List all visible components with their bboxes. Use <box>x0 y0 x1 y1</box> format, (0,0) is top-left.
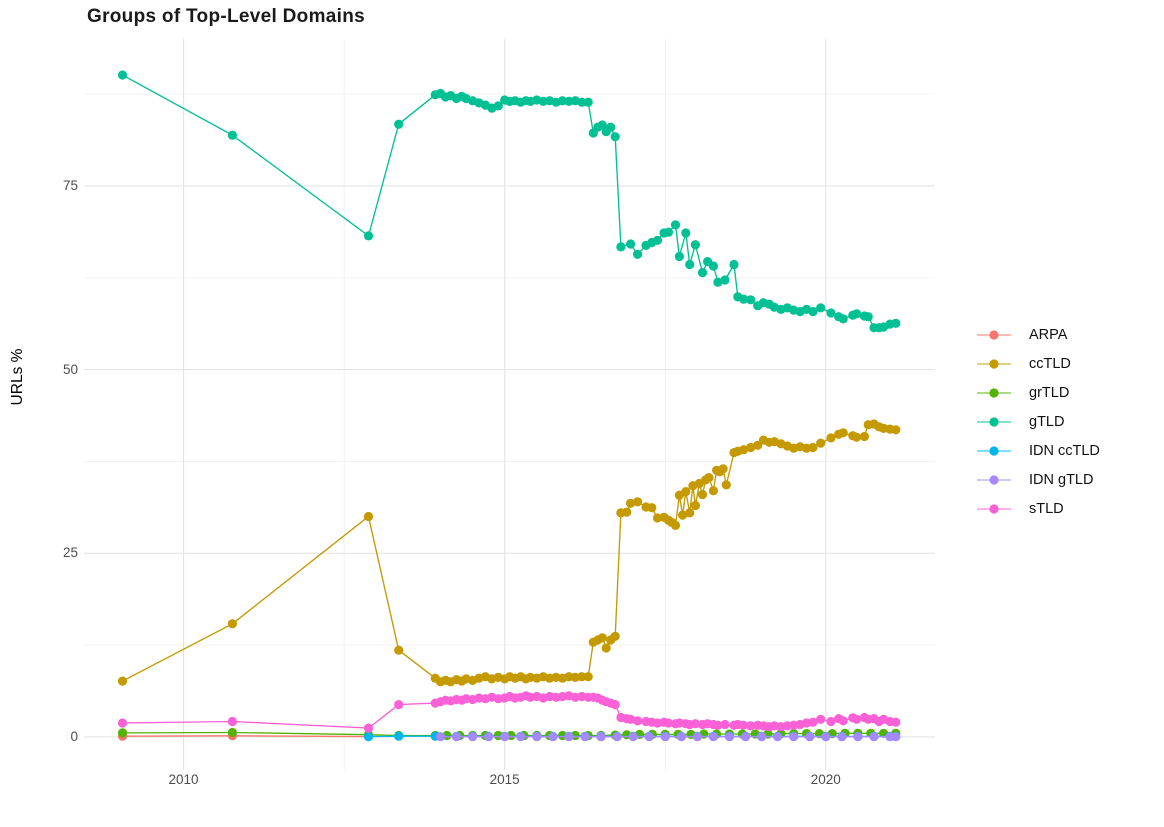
y-axis-title: URLs % <box>9 348 26 406</box>
legend-label: IDN gTLD <box>1029 471 1094 488</box>
legend-key-icon <box>977 329 1011 340</box>
legend-key-icon <box>977 474 1011 485</box>
legend-item-idn-gtld: IDN gTLD <box>975 465 1100 494</box>
legend-key-icon <box>977 416 1011 427</box>
legend-label: sTLD <box>1029 500 1064 517</box>
legend-label: ccTLD <box>1029 355 1071 372</box>
legend-key-icon <box>977 445 1011 456</box>
legend-item-arpa: ARPA <box>975 320 1100 349</box>
x-tick-label-2020: 2020 <box>810 772 841 787</box>
x-tick-label-2010: 2010 <box>168 772 199 787</box>
y-tick-label-0: 0 <box>70 728 78 744</box>
legend-label: IDN ccTLD <box>1029 442 1100 459</box>
legend-key-icon <box>977 503 1011 514</box>
legend-item-idn-cctld: IDN ccTLD <box>975 436 1100 465</box>
legend-item-stld: sTLD <box>975 494 1100 523</box>
y-tick-label-25: 25 <box>62 545 78 561</box>
legend-item-gtld: gTLD <box>975 407 1100 436</box>
legend-label: ARPA <box>1029 326 1068 343</box>
legend-label: grTLD <box>1029 384 1070 401</box>
legend: ARPA ccTLD grTLD gTLD IDN ccTLD IDN gTLD… <box>975 320 1100 523</box>
legend-key-icon <box>977 387 1011 398</box>
y-tick-label-50: 50 <box>62 361 78 377</box>
legend-item-grtld: grTLD <box>975 378 1100 407</box>
chart-title: Groups of Top-Level Domains <box>87 6 365 27</box>
legend-label: gTLD <box>1029 413 1065 430</box>
legend-key-icon <box>977 358 1011 369</box>
x-tick-label-2015: 2015 <box>489 772 520 787</box>
legend-item-cctld: ccTLD <box>975 349 1100 378</box>
y-tick-label-75: 75 <box>62 177 78 193</box>
